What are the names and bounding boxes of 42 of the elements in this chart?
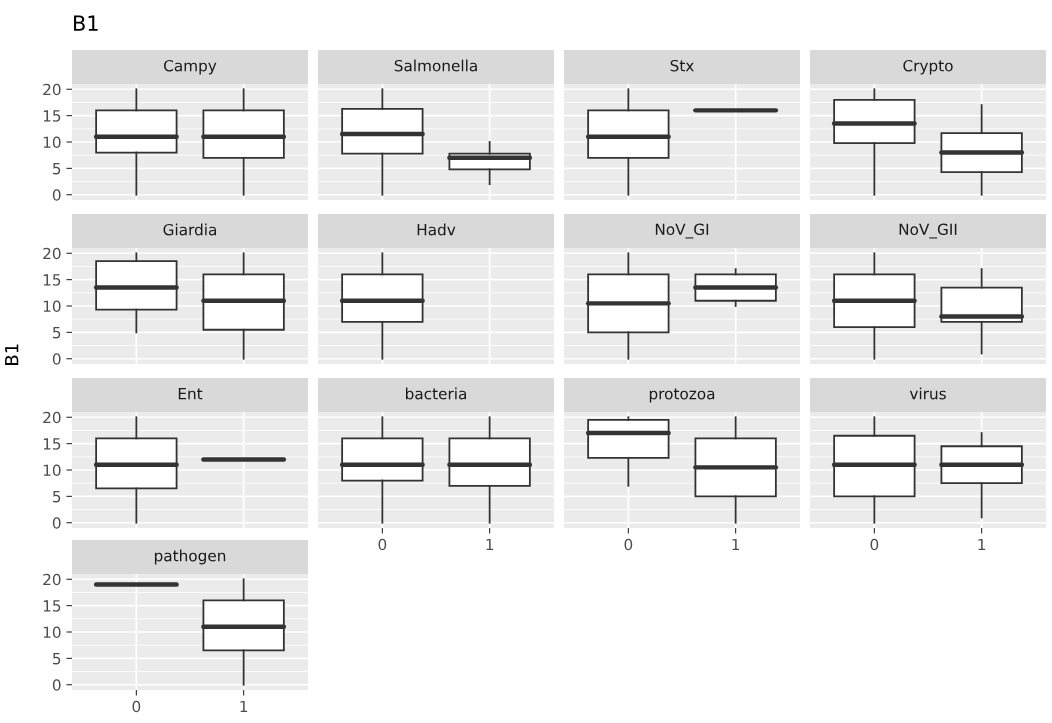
y-tick-label: 20: [43, 247, 61, 260]
chart-title: Ent: [178, 388, 203, 400]
chart-title: protozoa: [649, 388, 715, 403]
chart-title: pathogen: [154, 549, 226, 565]
x-tick-label: 0: [378, 538, 387, 551]
x-tick-label: 1: [486, 538, 494, 551]
y-tick-label: 15: [43, 438, 61, 450]
y-tick-label: 5: [53, 327, 61, 339]
y-tick-label: 10: [43, 136, 61, 149]
chart-title: Crypto: [903, 59, 953, 75]
y-tick-label: 5: [53, 163, 61, 175]
chart-title: bacteria: [406, 387, 466, 400]
chart-title: virus: [909, 387, 946, 400]
x-tick-label: 1: [978, 538, 986, 551]
y-tick-label: 10: [43, 626, 61, 639]
y-tick-label: 10: [43, 300, 61, 313]
x-tick-label: 0: [624, 538, 633, 551]
chart-title: NoV_GI: [655, 223, 709, 239]
y-tick-label: 0: [52, 353, 61, 365]
text: B1: [74, 15, 98, 31]
x-tick-label: 0: [870, 538, 879, 551]
y-tick-label: 20: [43, 573, 61, 586]
chart-title: Salmonella: [394, 59, 477, 72]
y-tick-label: 5: [53, 491, 61, 503]
chart-title: NoV_GII: [899, 223, 957, 239]
y-tick-label: 0: [52, 189, 61, 201]
x-tick-label: 1: [732, 538, 740, 551]
y-tick-label: 15: [43, 110, 61, 122]
chart-title: Giardia: [163, 223, 216, 236]
x-tick-label: 1: [240, 700, 248, 713]
y-tick-label: 15: [43, 274, 61, 286]
y-tick-label: 0: [52, 679, 61, 691]
y-tick-label: 15: [43, 600, 61, 612]
y-tick-label: 20: [43, 83, 61, 96]
y-tick-label: 5: [53, 653, 61, 665]
chart-title: Campy: [164, 59, 217, 75]
y-axis-title: B1: [5, 344, 19, 365]
chart-title: Hadv: [417, 223, 456, 236]
y-tick-label: 0: [52, 517, 61, 529]
y-tick-label: 10: [43, 464, 61, 477]
chart-title: Stx: [670, 59, 694, 72]
y-tick-label: 20: [43, 411, 61, 424]
